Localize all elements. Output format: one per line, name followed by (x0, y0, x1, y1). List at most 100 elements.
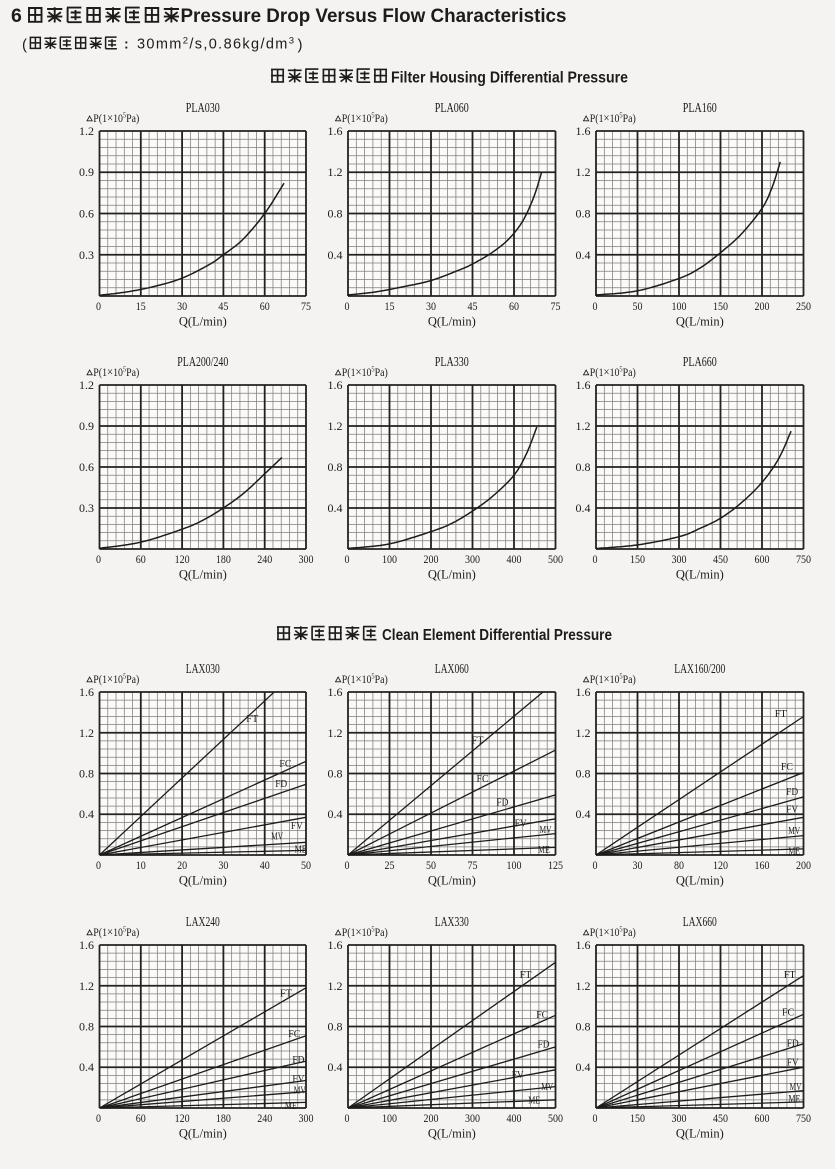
svg-text:50: 50 (301, 860, 311, 872)
svg-text:P(1×105Pa): P(1×105Pa) (590, 365, 636, 380)
svg-text:FV: FV (291, 820, 303, 832)
svg-text:0: 0 (96, 860, 101, 872)
svg-text:Q(L/min): Q(L/min) (676, 1126, 724, 1140)
svg-text:MV: MV (271, 831, 283, 843)
svg-text:1.6: 1.6 (576, 940, 591, 952)
svg-text:0.9: 0.9 (79, 421, 94, 433)
svg-text:240: 240 (257, 554, 272, 566)
svg-text:FT: FT (784, 969, 796, 981)
svg-text:0.4: 0.4 (328, 250, 343, 262)
svg-text:ME: ME (528, 1095, 540, 1107)
svg-text:FC: FC (781, 761, 793, 773)
svg-text:1.6: 1.6 (328, 940, 343, 952)
svg-text:40: 40 (260, 860, 270, 872)
svg-text:0.9: 0.9 (79, 167, 94, 179)
svg-text:0.8: 0.8 (79, 1022, 94, 1034)
svg-text:Q(L/min): Q(L/min) (179, 567, 227, 581)
svg-text:120: 120 (175, 554, 190, 566)
svg-text:1.2: 1.2 (576, 421, 591, 433)
svg-text:0.8: 0.8 (328, 769, 343, 781)
svg-text:1.2: 1.2 (79, 126, 94, 138)
svg-text:0.4: 0.4 (576, 1062, 591, 1074)
svg-text:FV: FV (787, 1057, 799, 1069)
svg-text:FC: FC (288, 1028, 300, 1040)
svg-text:450: 450 (713, 1113, 728, 1125)
svg-text:200: 200 (424, 1113, 439, 1125)
svg-text:0.4: 0.4 (328, 809, 343, 821)
svg-text:ME: ME (285, 1100, 297, 1112)
svg-text:Clean Element Differential Pre: Clean Element Differential Pressure (382, 627, 612, 644)
svg-text:50: 50 (633, 301, 643, 313)
svg-text:P(1×105Pa): P(1×105Pa) (93, 111, 139, 126)
svg-text:FV: FV (292, 1073, 304, 1085)
svg-text:ME: ME (295, 843, 307, 855)
svg-text:0.8: 0.8 (328, 209, 343, 221)
svg-text:FT: FT (246, 713, 258, 725)
svg-text:0.6: 0.6 (79, 209, 94, 221)
svg-text:LAX240: LAX240 (186, 914, 220, 929)
svg-text:0.4: 0.4 (79, 809, 94, 821)
svg-text:P(1×105Pa): P(1×105Pa) (93, 365, 139, 380)
svg-text:): ) (298, 37, 303, 54)
svg-text:0.8: 0.8 (576, 1022, 591, 1034)
svg-text:PLA200/240: PLA200/240 (177, 354, 228, 369)
svg-text:1.2: 1.2 (79, 728, 94, 740)
svg-text:Q(L/min): Q(L/min) (179, 1126, 227, 1140)
svg-text:Q(L/min): Q(L/min) (428, 873, 476, 887)
svg-text:ME: ME (788, 1093, 800, 1105)
svg-text:PLA160: PLA160 (683, 100, 717, 115)
svg-text:FD: FD (496, 797, 508, 809)
svg-text:0: 0 (593, 1113, 598, 1125)
svg-text:MV: MV (541, 1081, 553, 1093)
svg-text:150: 150 (630, 1113, 645, 1125)
svg-text:0.3: 0.3 (79, 250, 94, 262)
svg-text:FC: FC (782, 1007, 794, 1019)
svg-text:FV: FV (515, 817, 527, 829)
svg-text:0: 0 (345, 301, 350, 313)
svg-text:1.2: 1.2 (576, 167, 591, 179)
svg-text:1.2: 1.2 (79, 380, 94, 392)
svg-text:MV: MV (294, 1085, 306, 1097)
svg-text:P(1×105Pa): P(1×105Pa) (342, 672, 388, 687)
svg-text:0.4: 0.4 (79, 1062, 94, 1074)
svg-text:P(1×105Pa): P(1×105Pa) (590, 672, 636, 687)
svg-text:1.2: 1.2 (328, 981, 343, 993)
svg-text:30mm2/s,0.86kg/dm3: 30mm2/s,0.86kg/dm3 (137, 36, 294, 53)
svg-text:1.6: 1.6 (79, 687, 94, 699)
svg-text:FC: FC (279, 758, 291, 770)
svg-text:0.8: 0.8 (328, 462, 343, 474)
svg-text:0: 0 (593, 554, 598, 566)
svg-text:200: 200 (796, 860, 811, 872)
svg-text:0: 0 (345, 1113, 350, 1125)
svg-text:400: 400 (507, 554, 522, 566)
svg-text:(: ( (22, 37, 27, 54)
svg-text:0.4: 0.4 (576, 809, 591, 821)
svg-text:0: 0 (345, 860, 350, 872)
svg-text:1.2: 1.2 (328, 421, 343, 433)
svg-text:Q(L/min): Q(L/min) (428, 1126, 476, 1140)
svg-text:750: 750 (796, 554, 811, 566)
svg-text:600: 600 (755, 554, 770, 566)
svg-text:30: 30 (218, 860, 228, 872)
svg-text:300: 300 (299, 1113, 314, 1125)
svg-text:20: 20 (177, 860, 187, 872)
svg-text:0.4: 0.4 (328, 503, 343, 515)
svg-text:LAX030: LAX030 (186, 661, 220, 676)
svg-text:100: 100 (672, 301, 687, 313)
svg-text:PLA330: PLA330 (435, 354, 469, 369)
svg-text:75: 75 (551, 301, 561, 313)
svg-text:PLA030: PLA030 (186, 100, 220, 115)
svg-text:1.6: 1.6 (576, 687, 591, 699)
svg-text:180: 180 (216, 1113, 231, 1125)
svg-text:PLA660: PLA660 (683, 354, 717, 369)
svg-text:10: 10 (136, 860, 146, 872)
svg-text:6: 6 (11, 5, 22, 27)
svg-text:Q(L/min): Q(L/min) (428, 567, 476, 581)
svg-text:LAX060: LAX060 (435, 661, 469, 676)
svg-text:ME: ME (788, 845, 800, 857)
svg-text:0: 0 (593, 301, 598, 313)
svg-text:0.8: 0.8 (79, 769, 94, 781)
svg-text:MV: MV (540, 824, 552, 836)
svg-text:60: 60 (260, 301, 270, 313)
svg-text:1.2: 1.2 (576, 728, 591, 740)
